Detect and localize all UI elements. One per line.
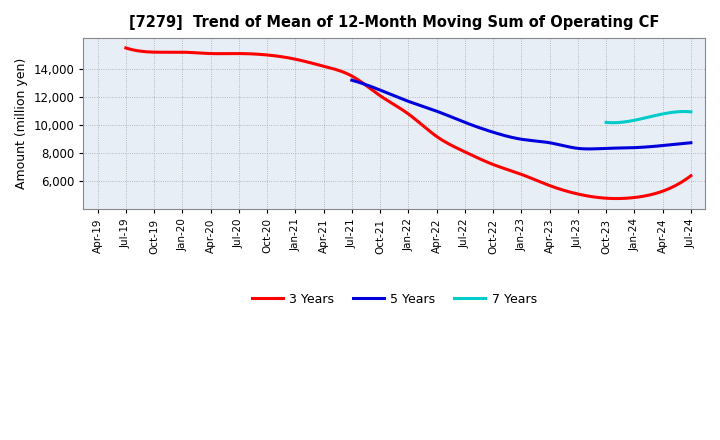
3 Years [613,196,621,201]
7 Years [687,109,696,114]
3 Years [456,147,464,152]
3 Years [122,45,130,51]
5 Years [687,140,696,145]
7 Years [673,109,682,114]
5 Years [549,141,558,146]
Line: 3 Years: 3 Years [126,48,691,198]
Line: 5 Years: 5 Years [352,80,691,149]
7 Years [608,120,617,125]
7 Years [654,112,662,117]
3 Years [458,148,467,153]
7 Years [602,120,611,125]
Title: [7279]  Trend of Mean of 12-Month Moving Sum of Operating CF: [7279] Trend of Mean of 12-Month Moving … [129,15,660,30]
3 Years [636,194,644,199]
3 Years [123,46,132,51]
5 Years [548,141,557,146]
3 Years [687,173,696,178]
5 Years [348,78,357,83]
7 Years [652,113,661,118]
Legend: 3 Years, 5 Years, 7 Years: 3 Years, 5 Years, 7 Years [247,288,542,311]
Y-axis label: Amount (million yen): Amount (million yen) [15,58,28,189]
5 Years [634,145,643,150]
3 Years [467,152,476,158]
5 Years [585,146,593,151]
5 Years [656,143,665,148]
7 Years [652,113,661,118]
5 Years [555,142,564,147]
7 Years [680,109,688,114]
7 Years [602,120,611,125]
5 Years [348,77,356,83]
3 Years [598,195,606,201]
Line: 7 Years: 7 Years [606,111,691,123]
7 Years [679,109,688,114]
